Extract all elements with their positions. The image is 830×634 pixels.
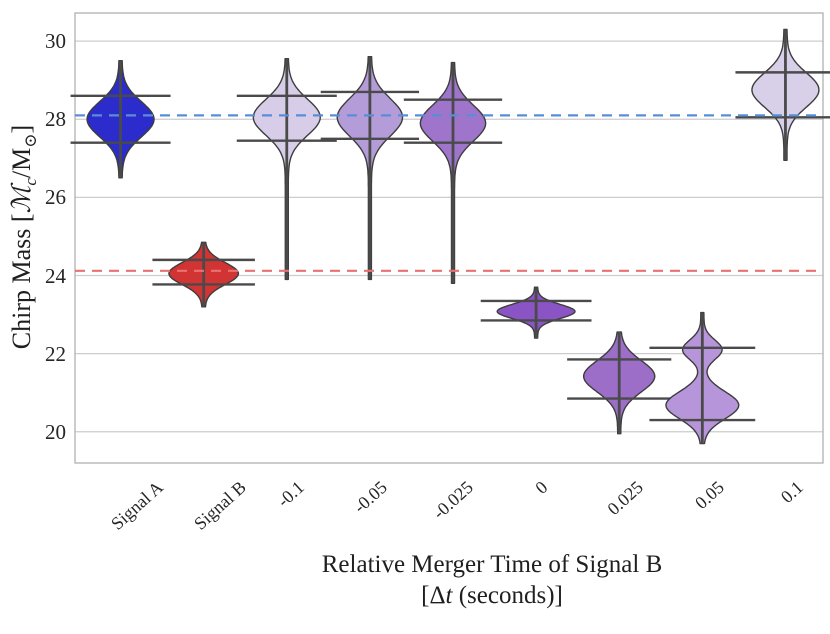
x-axis-label-bracket-delta: [Δ [421, 582, 446, 609]
delta-t-symbol: t [445, 582, 453, 609]
y-tick-label-28: 28 [45, 107, 66, 132]
y-tick-label-20: 20 [45, 419, 66, 444]
y-tick-label-30: 30 [45, 29, 66, 54]
sun-symbol: ⊙ [21, 133, 41, 148]
x-axis-label-line2: [Δt (seconds)] [322, 580, 663, 611]
plot-frame [74, 12, 824, 464]
solar-mass-symbol: /M [6, 147, 36, 179]
y-tick-label-26: 26 [45, 185, 66, 210]
y-tick-label-22: 22 [45, 341, 66, 366]
x-axis-label-line1: Relative Merger Time of Signal B [321, 551, 663, 578]
y-tick-label-24: 24 [45, 263, 66, 288]
x-axis-label: Relative Merger Time of Signal B [Δt (se… [322, 549, 663, 611]
y-axis-label: Chirp Mass [ℳc/M⊙] [7, 125, 41, 349]
x-axis-label-seconds: (seconds)] [452, 582, 563, 609]
